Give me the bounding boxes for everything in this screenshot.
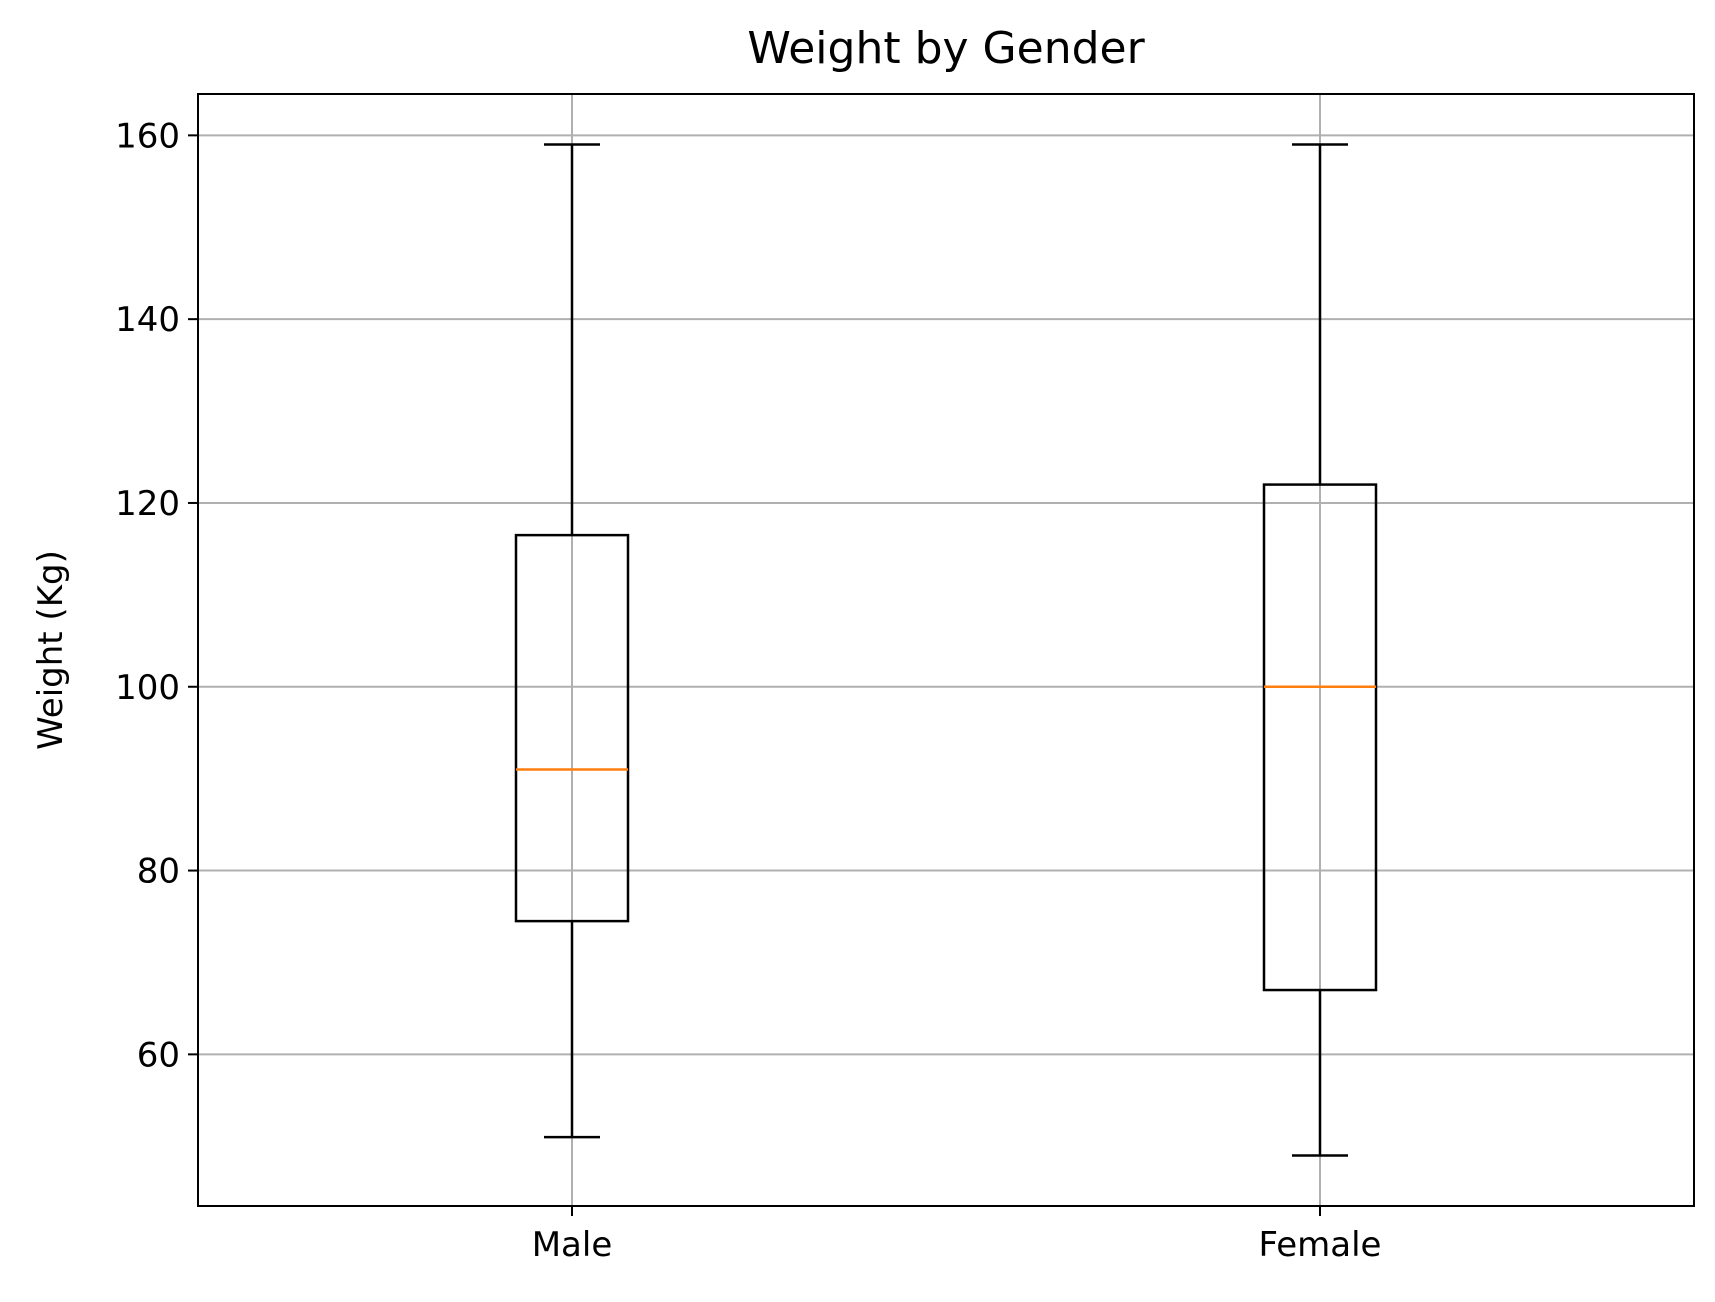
box-layer (514, 143, 1378, 1157)
box-male (514, 143, 630, 1139)
iqr-box-male (514, 533, 630, 923)
chart-title: Weight by Gender (747, 23, 1145, 74)
tick-layer: 60 80 100 120 140 160 Male Female (115, 116, 1381, 1265)
x-tick-label-male: Male (532, 1225, 613, 1265)
y-tick-label-160: 160 (115, 116, 180, 156)
y-tick-label-80: 80 (137, 852, 180, 892)
y-tick-label-140: 140 (115, 300, 180, 340)
box-female (1262, 143, 1378, 1157)
y-tick-label-60: 60 (137, 1035, 180, 1075)
y-axis-title: Weight (Kg) (31, 550, 71, 750)
grid-layer (198, 94, 1694, 1206)
y-tick-label-100: 100 (115, 668, 180, 708)
y-tick-label-120: 120 (115, 484, 180, 524)
x-tick-label-female: Female (1259, 1225, 1382, 1265)
iqr-box-female (1262, 483, 1378, 992)
plot-frame (197, 93, 1695, 1207)
